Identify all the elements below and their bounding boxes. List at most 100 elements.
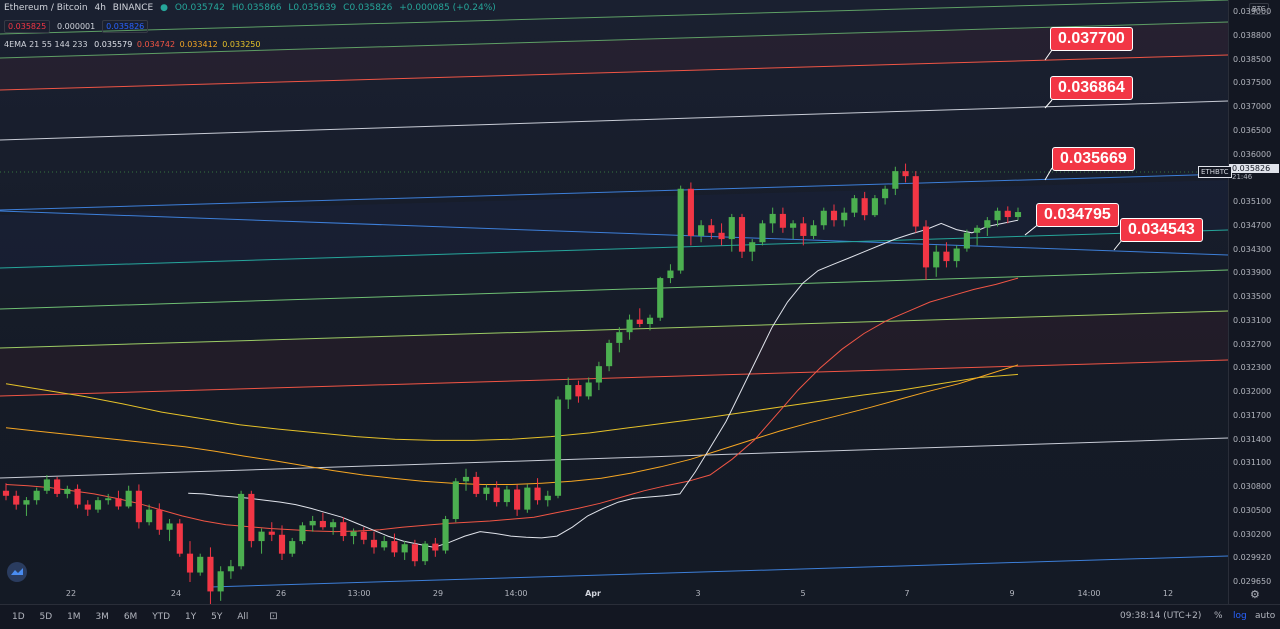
candle[interactable] — [565, 377, 572, 409]
candle[interactable] — [902, 163, 909, 183]
price-axis[interactable]: BTC 0.039000 0.038800 0.038500 0.037500 0.03… — [1228, 0, 1280, 604]
candle[interactable] — [984, 217, 991, 236]
blue-line-bottom[interactable] — [209, 555, 1228, 588]
candle[interactable] — [585, 377, 592, 400]
candle[interactable] — [759, 220, 766, 246]
candle[interactable] — [258, 528, 265, 554]
candle[interactable] — [820, 207, 827, 230]
candle[interactable] — [64, 485, 71, 499]
candle[interactable] — [524, 484, 531, 513]
range-6m[interactable]: 6M — [123, 612, 138, 622]
candle[interactable] — [636, 308, 643, 328]
candle[interactable] — [391, 533, 398, 557]
candle[interactable] — [289, 537, 296, 557]
candle[interactable] — [452, 478, 459, 523]
candle[interactable] — [33, 487, 40, 505]
ema-legend[interactable]: 4EMA 21 55 144 233 0.035579 0.034742 0.0… — [4, 40, 264, 49]
ema-legend-label[interactable]: 4EMA 21 55 144 233 — [4, 40, 88, 49]
green-line-3[interactable] — [0, 269, 1228, 310]
candle[interactable] — [698, 220, 705, 243]
date-range-icon[interactable]: ⊡ — [269, 611, 278, 622]
candle[interactable] — [238, 490, 245, 570]
candle[interactable] — [2, 483, 10, 501]
bid-price[interactable]: 0.035825 — [4, 20, 51, 33]
candle[interactable] — [319, 512, 326, 530]
range-1d[interactable]: 1D — [12, 612, 25, 622]
candle[interactable] — [23, 497, 30, 516]
range-3m[interactable]: 3M — [95, 612, 109, 622]
candle[interactable] — [462, 468, 470, 491]
green-line-1[interactable] — [0, 0, 1228, 35]
candle[interactable] — [677, 185, 684, 274]
candle[interactable] — [718, 223, 725, 246]
candle[interactable] — [554, 396, 562, 499]
annotation-036864[interactable]: 0.036864 — [1050, 76, 1133, 100]
candle[interactable] — [43, 475, 50, 494]
candle[interactable] — [105, 493, 112, 505]
scale-percent[interactable]: % — [1214, 611, 1223, 621]
candle[interactable] — [933, 245, 940, 277]
candle[interactable] — [207, 547, 214, 604]
range-1y[interactable]: 1Y — [185, 612, 197, 622]
candle[interactable] — [411, 539, 418, 567]
candle[interactable] — [738, 213, 746, 258]
candle[interactable] — [646, 314, 654, 331]
candle[interactable] — [248, 490, 255, 548]
green-line-4[interactable] — [0, 310, 1228, 349]
candle[interactable] — [94, 497, 102, 513]
candle[interactable] — [728, 213, 735, 252]
candle[interactable] — [871, 195, 878, 218]
candle[interactable] — [370, 531, 378, 554]
range-5d[interactable]: 5D — [39, 612, 53, 622]
range-all[interactable]: All — [237, 612, 249, 622]
symbol-header[interactable]: Ethereum / Bitcoin 4h BINANCE ● O0.03574… — [4, 3, 500, 13]
candle[interactable] — [708, 218, 715, 240]
candle[interactable] — [1014, 207, 1022, 221]
candle[interactable] — [841, 207, 848, 227]
teal-line[interactable] — [0, 229, 1228, 269]
candle[interactable] — [503, 485, 510, 507]
settings-gear-icon[interactable]: ⚙ — [1250, 588, 1260, 601]
candle[interactable] — [227, 559, 234, 579]
candle[interactable] — [186, 541, 194, 582]
candle[interactable] — [278, 525, 286, 560]
candle[interactable] — [146, 504, 153, 526]
candle[interactable] — [687, 182, 694, 246]
candle[interactable] — [473, 471, 480, 498]
red-line-bottom[interactable] — [0, 359, 1228, 397]
candle[interactable] — [432, 537, 439, 557]
candle[interactable] — [800, 217, 807, 246]
candle[interactable] — [166, 519, 173, 542]
chart-area[interactable]: Ethereum / Bitcoin 4h BINANCE ● O0.03574… — [0, 0, 1228, 604]
white-line-bottom[interactable] — [0, 437, 1228, 479]
annotation-034543[interactable]: 0.034543 — [1120, 218, 1203, 242]
candle[interactable] — [892, 166, 899, 196]
candle[interactable] — [84, 500, 91, 516]
candle[interactable] — [861, 191, 868, 221]
candle[interactable] — [176, 519, 183, 557]
candle[interactable] — [606, 339, 613, 372]
candle[interactable] — [442, 515, 449, 554]
candle[interactable] — [514, 484, 521, 516]
candle[interactable] — [401, 541, 408, 560]
trend-lines[interactable] — [0, 0, 1228, 588]
candle[interactable] — [350, 528, 357, 545]
blue-line-upper[interactable] — [0, 173, 1228, 211]
candle[interactable] — [115, 490, 122, 510]
candle[interactable] — [667, 264, 674, 284]
annotation-037700[interactable]: 0.037700 — [1050, 27, 1133, 51]
candle[interactable] — [54, 476, 61, 498]
blue-line-descending[interactable] — [0, 210, 1228, 256]
candle[interactable] — [922, 220, 930, 280]
candle[interactable] — [994, 207, 1001, 227]
candle[interactable] — [534, 478, 541, 505]
candle[interactable] — [953, 245, 960, 268]
candle[interactable] — [912, 171, 919, 233]
candle[interactable] — [810, 220, 817, 240]
candle[interactable] — [125, 485, 132, 509]
candle[interactable] — [544, 490, 551, 507]
candle[interactable] — [330, 519, 337, 535]
candle[interactable] — [749, 239, 756, 262]
candle[interactable] — [595, 361, 602, 391]
candle[interactable] — [268, 522, 275, 542]
